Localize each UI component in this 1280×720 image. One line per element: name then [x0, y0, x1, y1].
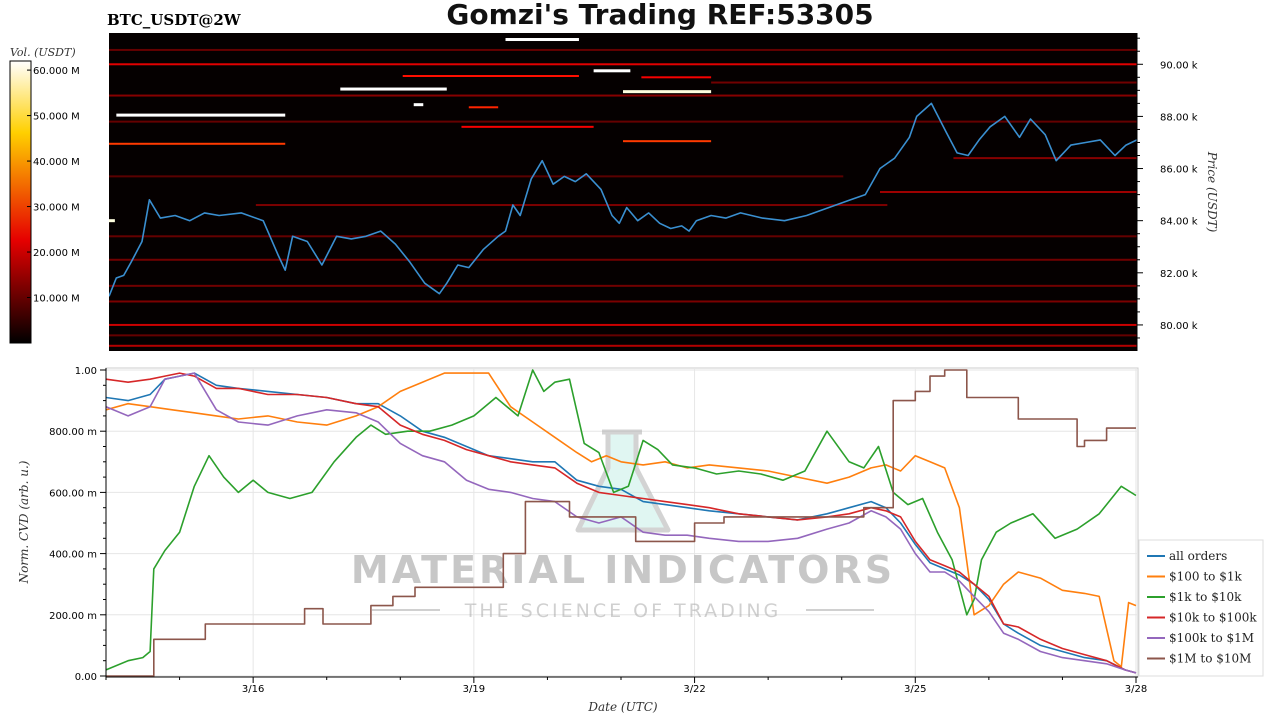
price-tick-label: 84.00 k — [1160, 217, 1198, 228]
cvd-y-tick-label: 0.00 — [75, 672, 97, 683]
colorbar-tick-label: 10.000 M — [33, 294, 80, 305]
cvd-x-tick-label: 3/25 — [904, 684, 926, 695]
cvd-series-line — [106, 372, 1137, 674]
price-tick-label: 88.00 k — [1160, 112, 1198, 123]
colorbar-tick-label: 20.000 M — [33, 248, 80, 259]
cvd-x-tick-label: 3/19 — [463, 684, 485, 695]
cvd-x-tick-label: 3/28 — [1125, 684, 1147, 695]
cvd-x-tick-label: 3/22 — [683, 684, 705, 695]
watermark-brand: MATERIAL INDICATORS — [351, 548, 895, 592]
colorbar-gradient — [9, 60, 32, 344]
cvd-axes: 0.00 200.00 m 400.00 m 600.00 m 800.00 m 1.00… — [49, 366, 1147, 695]
cvd-series-line — [106, 372, 1137, 668]
colorbar-tick-label: 30.000 M — [33, 203, 80, 214]
liquidity-level — [402, 75, 579, 78]
watermark: MATERIAL INDICATORS THE SCIENCE OF TRADI… — [351, 429, 895, 622]
legend: all orders $100 to $1k $1k to $10k $10k to … — [1147, 549, 1257, 666]
cvd-y-tick-label: 800.00 m — [49, 427, 97, 438]
legend-label: $10k to $100k — [1169, 611, 1257, 625]
cvd-series-line — [106, 369, 1136, 677]
liquidity-level — [623, 90, 712, 94]
cvd-series-line — [106, 372, 1137, 674]
liquidity-level — [109, 48, 1137, 51]
colorbar-tick-label: 60.000 M — [33, 66, 80, 77]
liquidity-level — [109, 142, 286, 145]
legend-label: $100 to $1k — [1169, 570, 1242, 584]
price-axis-label: Price (USDT) — [1205, 151, 1219, 233]
flask-icon — [575, 429, 671, 533]
price-tick-label: 90.00 k — [1160, 60, 1198, 71]
liquidity-level — [109, 94, 1137, 97]
liquidity-level — [109, 120, 1137, 123]
liquidity-level — [413, 103, 424, 107]
cvd-y-tick-label: 600.00 m — [49, 488, 97, 499]
liquidity-level — [255, 204, 888, 207]
liquidity-level — [109, 323, 1137, 326]
liquidity-level — [505, 38, 579, 42]
cvd-y-tick-label: 200.00 m — [49, 611, 97, 622]
liquidity-level — [461, 125, 594, 128]
cvd-x-tick-label: 3/16 — [242, 684, 264, 695]
liquidity-level — [109, 300, 1137, 303]
liquidity-level — [109, 258, 1137, 261]
liquidity-level — [953, 157, 1137, 160]
liquidity-level — [711, 81, 1137, 84]
legend-label: $100k to $1M — [1169, 631, 1254, 645]
price-axis-ticks: 80.00 k 82.00 k 84.00 k 86.00 k 88.00 k 90.00… — [1137, 37, 1198, 339]
cvd-series — [106, 369, 1137, 677]
legend-label: all orders — [1169, 549, 1227, 563]
liquidity-level — [109, 235, 1137, 238]
liquidity-level — [109, 219, 115, 223]
chart-title: Gomzi's Trading REF:53305 — [446, 0, 873, 31]
liquidity-level — [593, 69, 631, 73]
colorbar-tick-label: 40.000 M — [33, 157, 80, 168]
price-tick-label: 86.00 k — [1160, 165, 1198, 176]
liquidity-level — [109, 334, 1137, 337]
colorbar-tick-label: 50.000 M — [33, 112, 80, 123]
liquidity-levels — [109, 38, 1137, 347]
legend-label: $1k to $10k — [1169, 590, 1242, 604]
legend-box — [1138, 539, 1264, 677]
x-axis-label: Date (UTC) — [587, 700, 657, 714]
watermark-tagline: THE SCIENCE OF TRADING — [464, 600, 782, 622]
legend-label: $1M to $10M — [1169, 652, 1251, 666]
liquidity-level — [109, 63, 1137, 66]
liquidity-level — [109, 284, 1137, 287]
price-line-group — [109, 102, 1137, 297]
liquidity-level — [340, 87, 447, 91]
colorbar-label: Vol. (USDT) — [10, 46, 76, 59]
price-line — [109, 102, 1137, 297]
cvd-series-line — [106, 372, 1137, 674]
liquidity-level — [641, 76, 712, 79]
cvd-y-tick-label: 1.00 — [75, 366, 97, 377]
price-tick-label: 80.00 k — [1160, 321, 1198, 332]
colorbar-ticks: 10.000 M 20.000 M 30.000 M 40.000 M 50.000 M… — [27, 66, 80, 305]
cvd-y-axis-label: Norm. CVD (arb. u.) — [17, 460, 31, 584]
liquidity-level — [116, 113, 286, 117]
price-tick-label: 82.00 k — [1160, 269, 1198, 280]
liquidity-level — [109, 175, 844, 178]
liquidity-level — [109, 344, 1137, 347]
liquidity-level — [880, 191, 1137, 193]
cvd-y-tick-label: 400.00 m — [49, 550, 97, 561]
symbol-label: BTC_USDT@2W — [107, 11, 242, 29]
liquidity-level — [468, 106, 499, 109]
liquidity-level — [623, 140, 712, 143]
cvd-series-line — [106, 369, 1137, 671]
